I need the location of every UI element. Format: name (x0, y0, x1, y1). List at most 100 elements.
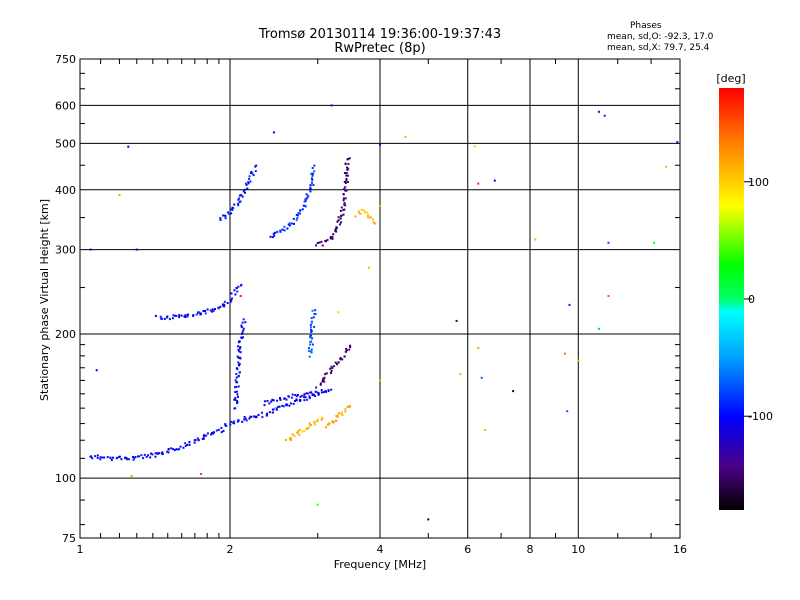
data-point (142, 457, 145, 460)
data-point (236, 290, 239, 293)
data-point (232, 421, 235, 424)
data-point (306, 398, 308, 401)
data-point (296, 431, 299, 434)
data-point (180, 314, 183, 317)
x-tick-label: 10 (571, 543, 585, 556)
data-point (134, 456, 137, 458)
data-point (297, 430, 300, 433)
data-point (343, 208, 346, 211)
colorbar-tick-label: 0 (748, 293, 755, 306)
data-point (336, 416, 339, 418)
data-point (249, 180, 252, 183)
data-point (315, 244, 318, 247)
data-point (206, 432, 209, 435)
data-point (127, 145, 130, 148)
data-point (89, 248, 92, 251)
data-point (233, 289, 236, 292)
data-point (161, 453, 164, 455)
y-tick-label: 200 (55, 328, 76, 341)
data-point (238, 374, 240, 377)
data-point (154, 452, 157, 455)
data-point (303, 396, 305, 399)
data-point (272, 232, 275, 235)
x-tick-label: 8 (527, 543, 534, 556)
data-point (175, 448, 178, 451)
data-point (255, 415, 258, 418)
phase-stats-x-label: mean, sd,X: (607, 43, 661, 53)
data-point (193, 441, 196, 444)
data-point (330, 372, 332, 374)
data-point (242, 329, 245, 332)
data-point (297, 394, 299, 396)
data-point (237, 356, 240, 359)
data-point (316, 418, 319, 421)
data-point (329, 367, 332, 370)
data-point (240, 326, 243, 328)
data-point (329, 236, 332, 238)
data-point (279, 229, 282, 232)
data-point (310, 177, 313, 180)
data-point (186, 315, 189, 318)
data-point (254, 415, 257, 418)
data-point (301, 430, 304, 433)
data-point (194, 439, 197, 442)
data-point (290, 439, 292, 442)
data-point (304, 396, 307, 399)
y-tick-label: 300 (55, 244, 76, 257)
data-point (607, 295, 610, 297)
data-point (305, 193, 308, 196)
data-point (126, 458, 129, 461)
data-point (332, 233, 335, 236)
data-point (217, 428, 220, 431)
data-point (308, 395, 311, 398)
data-point (369, 216, 372, 219)
data-point (577, 359, 580, 362)
data-point (226, 211, 229, 214)
data-point (244, 321, 247, 324)
data-point (317, 393, 320, 396)
data-point (310, 331, 313, 333)
data-points (89, 104, 679, 521)
data-point (295, 213, 298, 216)
colorbar-label: [deg] (716, 72, 745, 85)
y-tick-label: 600 (55, 99, 76, 112)
data-point (343, 172, 346, 174)
data-point (238, 371, 241, 374)
data-point (340, 206, 343, 209)
data-point (263, 400, 266, 403)
data-point (242, 190, 245, 193)
data-point (182, 446, 185, 449)
data-point (310, 334, 312, 337)
data-point (125, 457, 128, 460)
data-point (234, 386, 236, 389)
data-point (241, 321, 244, 324)
data-point (349, 344, 352, 347)
data-point (345, 172, 348, 175)
data-point (237, 202, 240, 205)
data-point (238, 364, 241, 367)
phase-stats-o-values: -92.3, 17.0 (664, 32, 714, 42)
x-tick-label: 1 (77, 543, 84, 556)
data-point (331, 420, 334, 422)
data-point (311, 309, 314, 312)
data-point (339, 217, 342, 220)
data-point (367, 266, 370, 269)
data-point (455, 319, 458, 322)
data-point (339, 358, 342, 361)
data-point (112, 456, 114, 459)
data-point (166, 316, 169, 319)
data-point (195, 313, 198, 316)
data-point (321, 416, 324, 419)
data-point (320, 418, 323, 421)
data-point (211, 432, 213, 434)
data-point (237, 385, 240, 388)
data-point (304, 205, 307, 208)
data-point (237, 198, 240, 201)
data-point (290, 222, 293, 225)
data-point (320, 391, 323, 394)
data-point (310, 351, 313, 354)
data-point (234, 398, 237, 401)
data-point (291, 393, 294, 396)
data-point (566, 410, 569, 413)
data-point (284, 439, 287, 441)
